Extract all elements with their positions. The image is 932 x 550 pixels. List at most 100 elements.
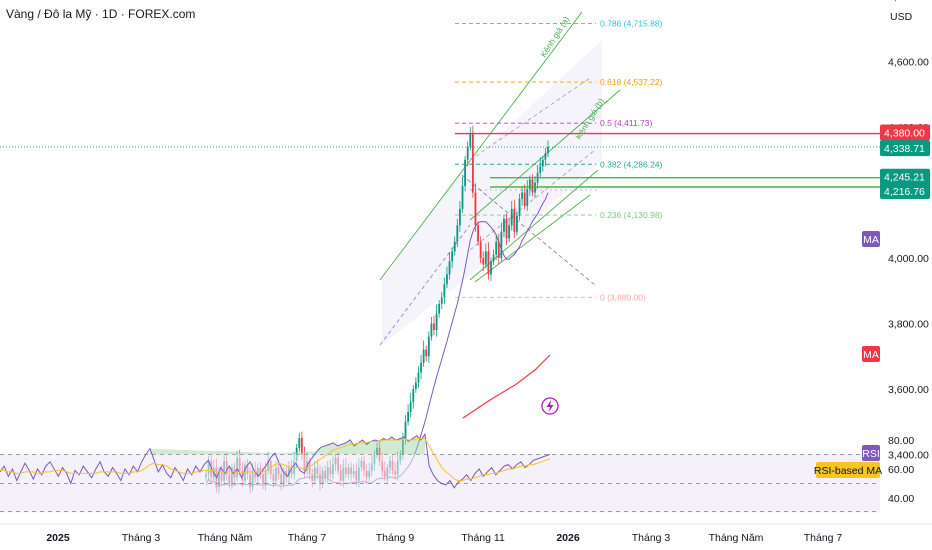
candle-body bbox=[541, 159, 544, 167]
candle[interactable] bbox=[482, 251, 485, 272]
candle[interactable] bbox=[464, 155, 466, 192]
candle-body bbox=[448, 261, 451, 275]
candle[interactable] bbox=[435, 304, 438, 337]
candle[interactable] bbox=[503, 214, 505, 238]
time-axis-tick: Tháng 9 bbox=[376, 532, 415, 544]
candle[interactable] bbox=[451, 247, 454, 268]
candle-body bbox=[427, 336, 430, 357]
candle[interactable] bbox=[443, 277, 446, 304]
candle[interactable] bbox=[547, 140, 549, 158]
candle[interactable] bbox=[459, 201, 461, 232]
candle[interactable] bbox=[422, 340, 425, 367]
time-axis-tick: Tháng Năm bbox=[198, 532, 253, 544]
candle-body bbox=[420, 362, 422, 373]
candle[interactable] bbox=[505, 213, 508, 245]
candle-body bbox=[298, 438, 301, 448]
candle[interactable] bbox=[430, 316, 433, 341]
candle[interactable] bbox=[471, 125, 474, 198]
time-axis-tick: 2026 bbox=[556, 532, 580, 544]
candle[interactable] bbox=[456, 218, 459, 247]
candle[interactable] bbox=[513, 199, 516, 239]
candle-body bbox=[456, 225, 459, 242]
rsi-ma-badge[interactable]: RSI-based MA bbox=[814, 462, 882, 478]
candle-body bbox=[500, 231, 503, 258]
rsi-badge-bg bbox=[862, 445, 880, 461]
ma-red-badge-label: MA bbox=[863, 349, 879, 361]
fib-level-label: 0.618 (4,537.22) bbox=[600, 77, 663, 87]
candle[interactable] bbox=[510, 201, 513, 231]
price-axis-tick: 3,600.00 bbox=[888, 384, 929, 396]
candle-body bbox=[433, 323, 435, 331]
candle-body bbox=[495, 241, 498, 255]
rsi-badge[interactable]: RSI bbox=[862, 445, 880, 461]
candle[interactable] bbox=[425, 345, 428, 362]
candle[interactable] bbox=[446, 266, 448, 289]
time-axis-tick: Tháng 3 bbox=[122, 532, 161, 544]
candle-body bbox=[412, 389, 415, 403]
candle[interactable] bbox=[526, 180, 529, 211]
candle[interactable] bbox=[453, 236, 456, 256]
candle[interactable] bbox=[477, 221, 479, 246]
candle[interactable] bbox=[528, 175, 531, 196]
ma-purple-badge[interactable]: MA bbox=[862, 231, 880, 247]
candle[interactable] bbox=[433, 315, 435, 336]
candle[interactable] bbox=[539, 157, 542, 177]
candle[interactable] bbox=[438, 299, 441, 318]
lightning-icon[interactable] bbox=[541, 397, 559, 415]
candle-body bbox=[466, 146, 469, 160]
candle[interactable] bbox=[479, 236, 482, 264]
candle-body bbox=[407, 411, 409, 422]
candle-body bbox=[409, 402, 412, 412]
candle[interactable] bbox=[492, 249, 495, 266]
time-axis-tick: Tháng 7 bbox=[288, 532, 327, 544]
fib-level-label: 0 (3,880.00) bbox=[600, 292, 646, 302]
price-axis-tick: 4,000.00 bbox=[888, 253, 929, 265]
candle[interactable] bbox=[407, 404, 409, 426]
levels-layer bbox=[0, 132, 880, 188]
candle[interactable] bbox=[541, 155, 544, 172]
candle[interactable] bbox=[420, 354, 422, 380]
candle[interactable] bbox=[495, 235, 498, 260]
candle-body bbox=[443, 284, 446, 298]
candle[interactable] bbox=[518, 193, 521, 221]
ma-red-badge[interactable]: MA bbox=[862, 346, 880, 362]
candle[interactable] bbox=[417, 366, 420, 388]
channel-a-mid bbox=[379, 224, 471, 346]
candle-body bbox=[487, 251, 490, 275]
candle[interactable] bbox=[508, 218, 511, 243]
candle-body bbox=[300, 438, 303, 455]
price-tag-bg bbox=[880, 168, 930, 185]
candle[interactable] bbox=[521, 185, 523, 206]
candle[interactable] bbox=[484, 243, 487, 269]
candle[interactable] bbox=[440, 292, 443, 310]
candle[interactable] bbox=[487, 242, 490, 280]
candle[interactable] bbox=[427, 331, 430, 363]
price-tag: 4,245.21 bbox=[880, 168, 930, 185]
candle-body bbox=[544, 153, 547, 160]
fib-level-label: 0.382 (4,286.24) bbox=[600, 159, 663, 169]
candle[interactable] bbox=[409, 392, 412, 418]
rsi-ma-line bbox=[0, 438, 551, 482]
price-tag: 4,216.76 bbox=[880, 183, 930, 200]
rsi-overbought-fill bbox=[150, 434, 425, 455]
channel-b-lower bbox=[474, 194, 591, 283]
rsi-pane[interactable] bbox=[0, 432, 880, 513]
candle-body bbox=[508, 225, 511, 239]
candle[interactable] bbox=[414, 377, 417, 393]
candle[interactable] bbox=[474, 183, 477, 232]
candle[interactable] bbox=[461, 176, 464, 213]
candle[interactable] bbox=[500, 222, 503, 262]
price-tag-label: 4,216.76 bbox=[884, 186, 925, 198]
price-axis-tick: 4,600.00 bbox=[888, 57, 929, 69]
candle[interactable] bbox=[490, 257, 492, 281]
candle[interactable] bbox=[448, 252, 451, 280]
candle[interactable] bbox=[412, 385, 415, 409]
candle[interactable] bbox=[469, 127, 472, 151]
candle[interactable] bbox=[544, 147, 547, 167]
candle[interactable] bbox=[523, 184, 526, 210]
candle[interactable] bbox=[497, 233, 500, 265]
candle[interactable] bbox=[516, 211, 518, 236]
candle[interactable] bbox=[466, 141, 469, 167]
candle[interactable] bbox=[298, 432, 301, 452]
